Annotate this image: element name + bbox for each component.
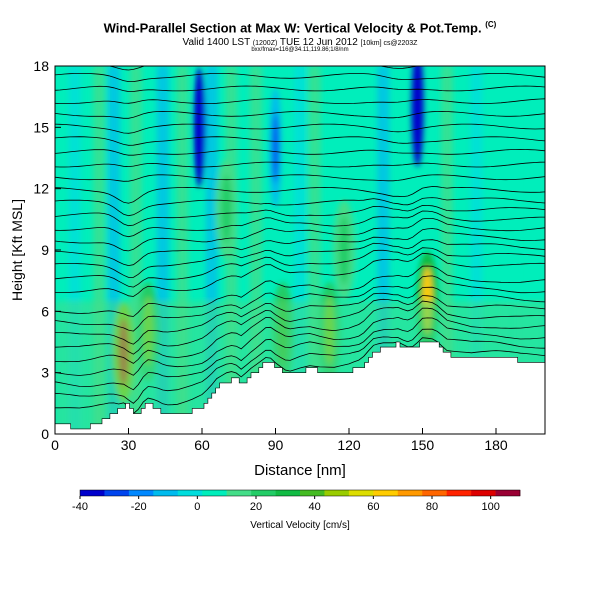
colorbar-swatch <box>177 490 203 496</box>
colorbar-swatch <box>422 490 447 496</box>
isentrope-line <box>55 252 545 297</box>
colorbar: -40 -20 0 20 40 60 80 100 <box>72 489 521 513</box>
isentrope-line <box>55 328 545 404</box>
colorbar-frame <box>79 489 521 497</box>
isentrope-line <box>55 85 545 92</box>
colorbar-swatch <box>153 490 179 496</box>
isentrope-line <box>55 136 545 146</box>
colorbar-swatch <box>471 490 496 496</box>
colorbar-swatch <box>300 490 325 496</box>
updraft-core <box>221 175 232 244</box>
isentrope-line <box>55 35 545 40</box>
colorbar-swatch <box>348 490 374 496</box>
isentrope-line <box>55 123 545 134</box>
colorbar-swatch <box>397 490 423 496</box>
colorbar-swatch <box>202 490 227 496</box>
downdraft-center <box>272 112 279 183</box>
downdraft-center <box>196 92 203 163</box>
chart-subline: bxx/fmax=116@34.11,119.86;1/8/nm <box>251 47 349 53</box>
y-tick-label: 6 <box>41 303 49 319</box>
colorbar-swatch <box>104 490 130 496</box>
isentrope-line <box>55 300 545 364</box>
colorbar-swatch <box>251 490 276 496</box>
y-tick-label: 12 <box>33 181 49 197</box>
y-tick-label: 9 <box>41 242 49 258</box>
colorbar-swatch <box>324 490 350 496</box>
isentrope-line <box>55 307 545 376</box>
colorbar-tick-label: 0 <box>194 501 200 513</box>
isentrope-line <box>55 295 545 355</box>
isentrope-line <box>55 337 545 415</box>
colorbar-swatch <box>495 490 521 496</box>
colorbar-tick-label: -20 <box>131 501 147 513</box>
colorbar-tick-label: -40 <box>72 501 88 513</box>
isentrope-line <box>55 98 545 104</box>
isentrope-line <box>55 265 545 317</box>
y-tick-label: 18 <box>33 58 49 74</box>
y-axis-label: Height [Kft MSL] <box>9 199 25 301</box>
isentrope-line <box>107 66 541 71</box>
colorbar-swatch <box>226 490 252 496</box>
isentrope-line <box>55 186 545 204</box>
colorbar-swatch <box>373 490 399 496</box>
x-tick-label: 0 <box>51 437 59 453</box>
isentrope-line <box>55 247 545 288</box>
isentrope-line <box>55 148 545 156</box>
isentrope-line <box>55 161 545 168</box>
colorbar-swatch <box>275 490 301 496</box>
isentrope-line <box>55 73 545 82</box>
isentrope-line <box>55 218 545 252</box>
colorbar-tick-label: 20 <box>250 501 262 513</box>
isentrope-line <box>55 48 545 55</box>
isentrope-line <box>55 275 545 332</box>
colorbar-swatch <box>80 490 105 496</box>
y-tick-label: 0 <box>41 426 49 442</box>
colorbar-swatch <box>446 490 472 496</box>
isentrope-line <box>55 239 545 278</box>
isentrope-line <box>55 228 545 267</box>
colorbar-tick-label: 100 <box>481 501 499 513</box>
colorbar-swatch <box>128 490 154 496</box>
isentrope-line <box>55 204 545 227</box>
isentrope-line <box>55 174 545 182</box>
x-tick-label: 30 <box>121 437 137 453</box>
colorbar-tick-label: 60 <box>367 501 379 513</box>
chart-title: Wind-Parallel Section at Max W: Vertical… <box>103 20 497 36</box>
isentrope-line <box>55 317 545 391</box>
colorbar-label: Vertical Velocity [cm/s] <box>250 520 350 531</box>
colorbar-tick-label: 40 <box>309 501 321 513</box>
x-axis-label: Distance [nm] <box>254 462 346 479</box>
colorbar-tick-label: 80 <box>426 501 438 513</box>
x-tick-label: 60 <box>194 437 210 453</box>
x-tick-label: 150 <box>411 437 435 453</box>
isentrope-line <box>55 110 545 119</box>
isentrope-line <box>55 286 545 345</box>
terrain <box>55 341 545 434</box>
x-tick-label: 120 <box>337 437 361 453</box>
isentrope-line <box>55 210 545 238</box>
chart-subtitle: Valid 1400 LST (1200Z) TUE 12 Jun 2012 [… <box>182 37 418 48</box>
y-tick-label: 3 <box>41 365 49 381</box>
downdraft-center <box>414 71 421 142</box>
y-tick-label: 15 <box>33 119 49 135</box>
isentrope-line <box>55 197 545 217</box>
x-tick-label: 90 <box>268 437 284 453</box>
x-tick-label: 180 <box>484 437 508 453</box>
